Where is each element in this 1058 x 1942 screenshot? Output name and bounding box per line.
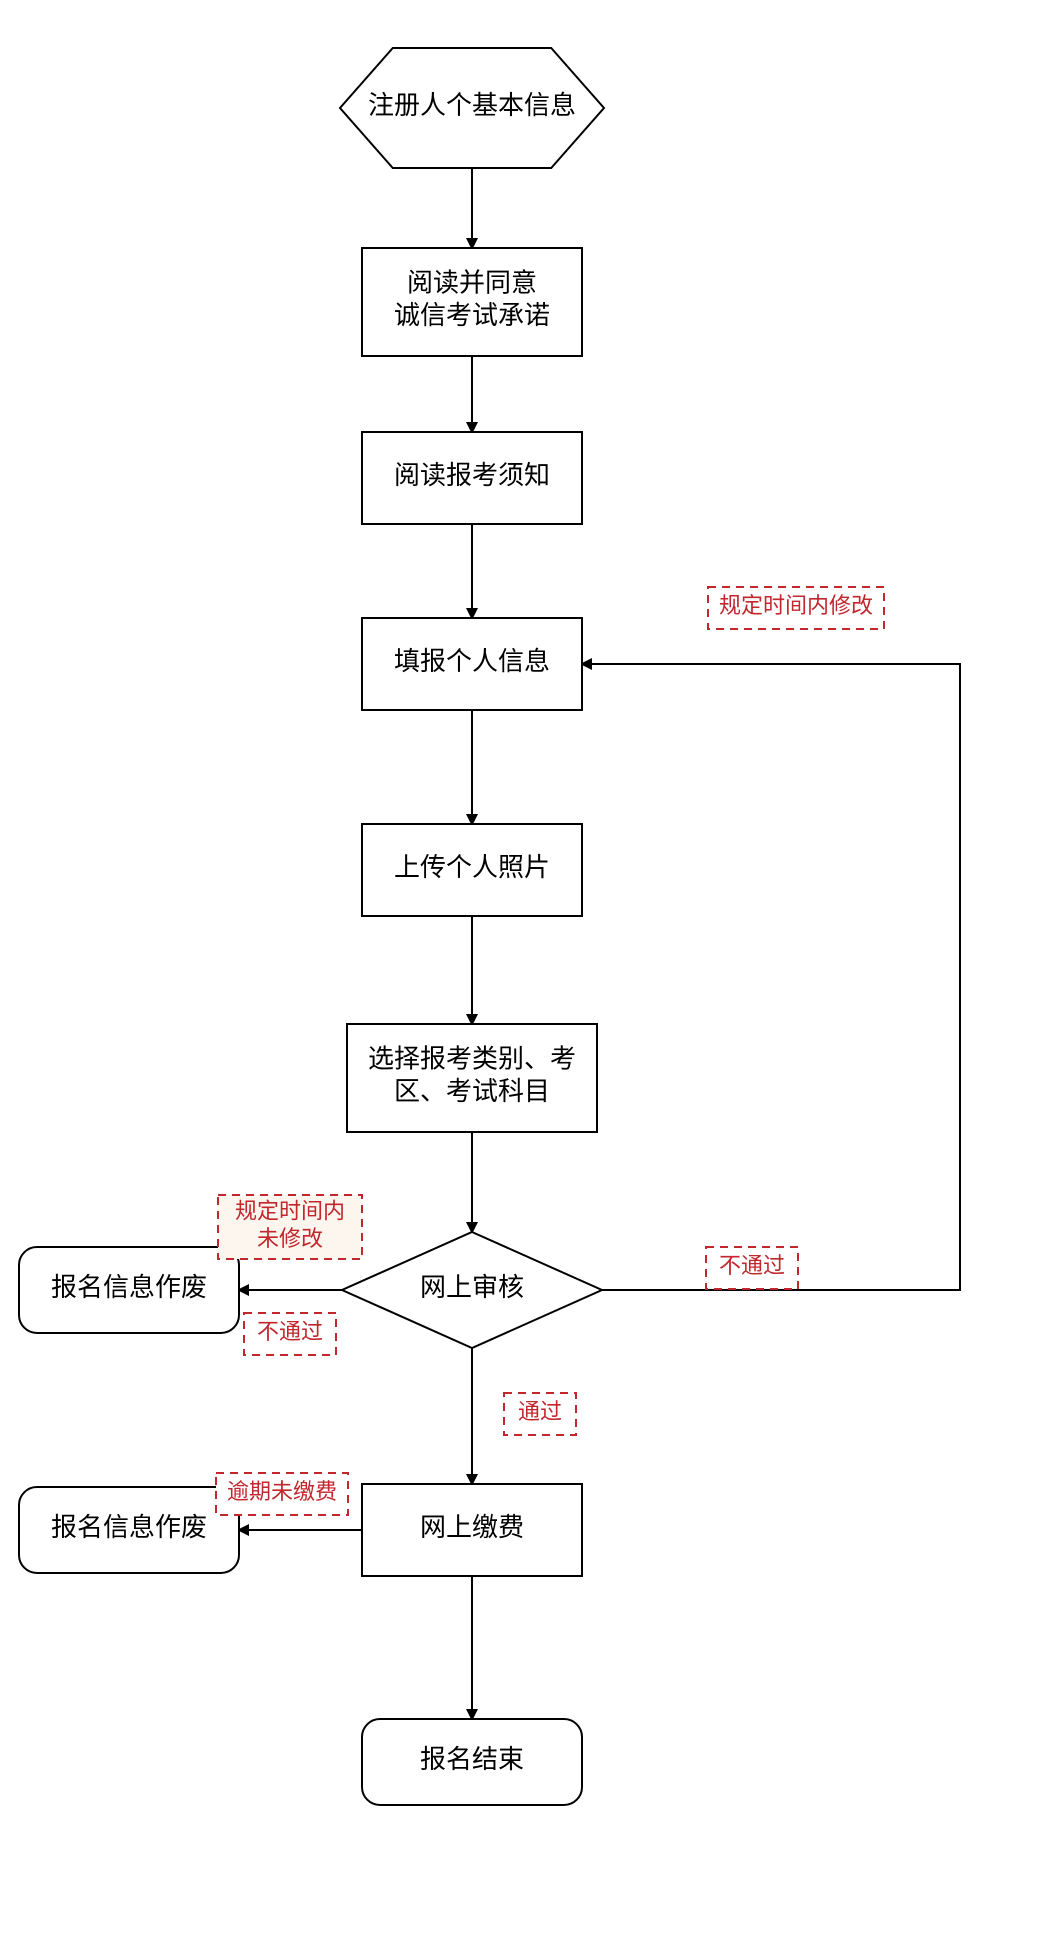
edge-label-L2: 不通过 (706, 1247, 798, 1289)
node-n7: 网上审核 (342, 1232, 602, 1348)
edge-e11 (582, 664, 960, 1290)
svg-text:填报个人信息: 填报个人信息 (394, 647, 550, 676)
edge-label-L4: 不通过 (244, 1313, 336, 1355)
node-n3: 阅读报考须知 (362, 432, 582, 524)
svg-text:规定时间内修改: 规定时间内修改 (719, 593, 873, 618)
node-n2: 阅读并同意诚信考试承诺 (362, 248, 582, 356)
svg-text:区、考试科目: 区、考试科目 (394, 1077, 550, 1106)
svg-text:报名结束: 报名结束 (420, 1745, 524, 1774)
svg-text:选择报考类别、考: 选择报考类别、考 (368, 1045, 576, 1074)
svg-text:报名信息作废: 报名信息作废 (51, 1513, 207, 1542)
edge-label-L6: 规定时间内修改 (708, 587, 884, 629)
svg-text:诚信考试承诺: 诚信考试承诺 (394, 301, 550, 330)
edge-label-L1: 通过 (504, 1393, 576, 1435)
svg-text:不通过: 不通过 (719, 1253, 785, 1278)
node-n10: 报名信息作废 (19, 1247, 239, 1333)
node-n9: 报名结束 (362, 1719, 582, 1805)
svg-text:阅读报考须知: 阅读报考须知 (394, 461, 550, 490)
svg-text:报名信息作废: 报名信息作废 (51, 1273, 207, 1302)
svg-text:逾期未缴费: 逾期未缴费 (227, 1479, 337, 1504)
svg-text:规定时间内: 规定时间内 (235, 1198, 345, 1223)
svg-text:通过: 通过 (518, 1399, 562, 1424)
svg-text:不通过: 不通过 (257, 1319, 323, 1344)
node-n4: 填报个人信息 (362, 618, 582, 710)
node-n8: 网上缴费 (362, 1484, 582, 1576)
svg-text:未修改: 未修改 (257, 1226, 323, 1251)
svg-text:网上审核: 网上审核 (420, 1273, 524, 1302)
edge-label-L5: 逾期未缴费 (216, 1473, 348, 1515)
edge-label-L3: 规定时间内未修改 (218, 1195, 362, 1259)
flowchart-canvas: 注册人个基本信息阅读并同意诚信考试承诺阅读报考须知填报个人信息上传个人照片选择报… (0, 0, 1058, 1942)
node-n1: 注册人个基本信息 (340, 48, 604, 168)
node-n5: 上传个人照片 (362, 824, 582, 916)
svg-text:阅读并同意: 阅读并同意 (407, 269, 537, 298)
svg-text:网上缴费: 网上缴费 (420, 1513, 524, 1542)
node-n6: 选择报考类别、考区、考试科目 (347, 1024, 597, 1132)
svg-text:注册人个基本信息: 注册人个基本信息 (368, 91, 576, 120)
svg-text:上传个人照片: 上传个人照片 (394, 853, 550, 882)
node-n11: 报名信息作废 (19, 1487, 239, 1573)
